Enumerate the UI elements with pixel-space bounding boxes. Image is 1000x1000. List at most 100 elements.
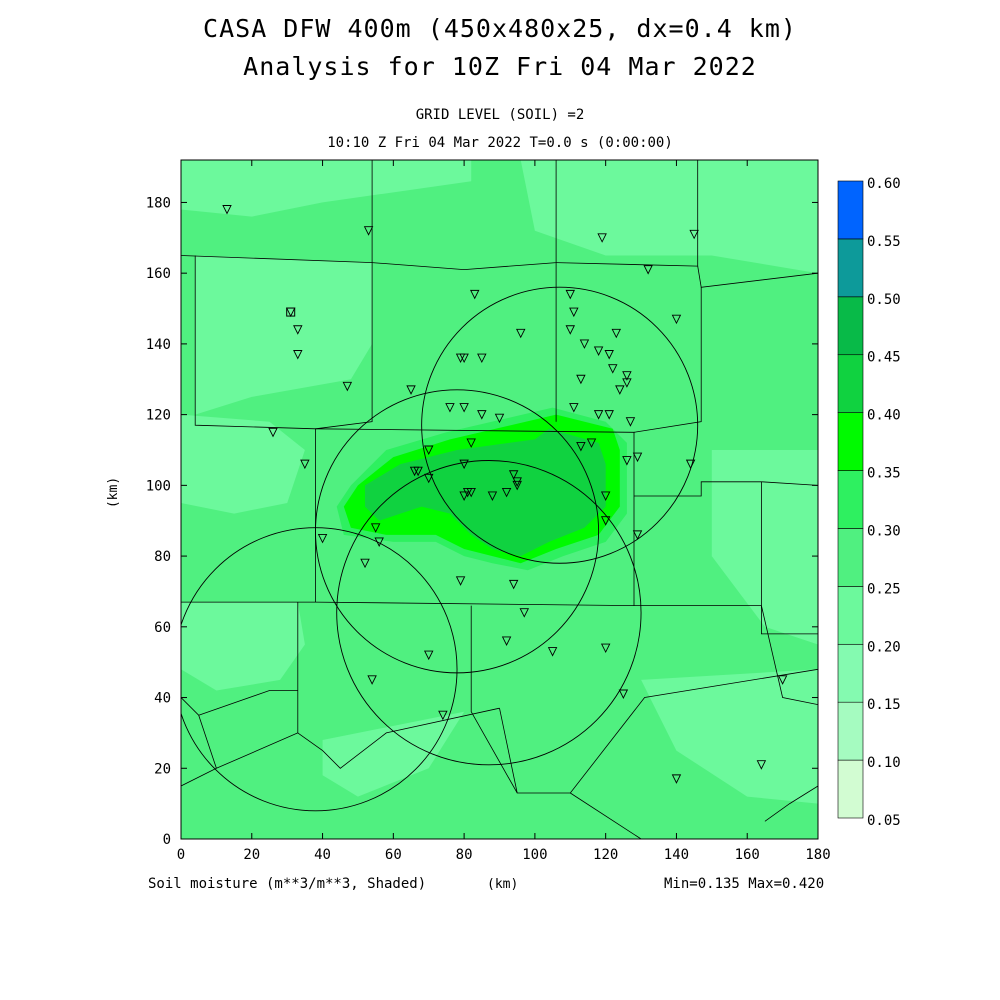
x-axis-label: (km): [487, 877, 519, 892]
y-tick-label: 100: [146, 478, 171, 494]
colorbar-swatch: [837, 759, 864, 819]
county-boundary: [634, 481, 818, 497]
min-max-readout: Min=0.135 Max=0.420: [664, 876, 825, 892]
colorbar-label: 0.15: [867, 697, 901, 713]
colorbar-label: 0.45: [867, 350, 901, 366]
field-description: Soil moisture (m**3/m**3, Shaded): [148, 876, 427, 892]
station-marker: [586, 438, 597, 448]
station-marker: [625, 417, 636, 427]
station-marker: [459, 353, 469, 364]
radar-range-ring: [336, 460, 642, 766]
colorbar-swatch: [837, 296, 864, 356]
plot-frame: [180, 159, 819, 840]
station-marker: [579, 339, 590, 349]
y-tick-label: 120: [146, 408, 171, 424]
station-marker: [268, 427, 278, 438]
station-marker: [608, 364, 618, 374]
station-marker: [477, 410, 487, 420]
station-marker: [370, 523, 381, 533]
station-marker: [293, 325, 303, 335]
station-marker: [600, 491, 611, 501]
shaded-region: [641, 669, 818, 804]
colorbar-label: 0.35: [867, 466, 901, 482]
station-marker: [671, 314, 682, 325]
county-boundary: [634, 605, 818, 705]
station-marker: [501, 636, 512, 646]
station-marker: [445, 403, 455, 413]
station-marker: [689, 229, 699, 240]
county-boundary: [764, 785, 818, 822]
station-marker: [363, 226, 374, 236]
station-marker: [342, 381, 353, 392]
station-marker: [494, 413, 505, 424]
station-marker: [512, 477, 522, 487]
shaded-region: [322, 711, 465, 797]
station-marker: [671, 774, 682, 784]
colorbar-label: 0.05: [867, 813, 901, 829]
county-boundary: [570, 792, 642, 839]
colorbar-label: 0.60: [867, 176, 901, 192]
station-marker: [501, 487, 512, 498]
x-tick-label: 60: [385, 847, 402, 863]
station-marker: [569, 307, 579, 318]
station-marker: [600, 516, 611, 526]
station-marker: [569, 403, 579, 413]
station-marker: [576, 374, 586, 385]
station-marker: [611, 328, 622, 339]
shaded-region: [365, 428, 606, 557]
radar-range-ring: [181, 527, 458, 812]
county-boundary: [499, 708, 518, 794]
station-marker: [360, 558, 370, 569]
county-boundary: [194, 255, 316, 603]
radar-range-ring: [421, 286, 699, 564]
y-tick-label: 40: [154, 691, 171, 707]
station-marker: [459, 403, 469, 413]
station-marker: [516, 328, 526, 339]
station-marker: [685, 459, 696, 470]
county-boundary: [181, 602, 299, 787]
station-marker: [459, 491, 469, 501]
station-marker: [756, 760, 767, 770]
x-tick-label: 160: [735, 847, 760, 863]
station-marker: [413, 466, 423, 477]
station-marker: [632, 530, 643, 540]
shaded-region: [711, 450, 818, 645]
station-marker: [469, 289, 480, 300]
x-tick-label: 0: [177, 847, 185, 863]
y-tick-label: 180: [146, 195, 171, 211]
station-marker: [615, 385, 625, 395]
x-tick-label: 80: [456, 847, 473, 863]
y-tick-label: 20: [154, 761, 171, 777]
station-marker: [618, 689, 629, 700]
station-marker: [622, 456, 632, 466]
station-marker: [777, 675, 788, 685]
chart-title-line-1: CASA DFW 400m (450x480x25, dx=0.4 km): [203, 14, 797, 43]
station-marker: [622, 371, 632, 381]
colorbar-label: 0.40: [867, 408, 901, 424]
county-boundary: [633, 287, 702, 433]
y-tick-label: 60: [154, 620, 171, 636]
chart-title-line-2: Analysis for 10Z Fri 04 Mar 2022: [243, 52, 757, 81]
station-marker: [593, 346, 604, 356]
station-marker: [374, 537, 384, 547]
station-marker: [632, 452, 643, 463]
station-marker: [423, 650, 434, 661]
colorbar-swatch: [837, 643, 864, 703]
station-marker: [300, 459, 310, 470]
station-marker: [519, 608, 530, 618]
station-marker: [508, 470, 519, 480]
x-tick-label: 180: [805, 847, 830, 863]
station-marker: [423, 445, 434, 455]
colorbar-label: 0.20: [867, 639, 901, 655]
colorbar-label: 0.30: [867, 523, 901, 539]
station-marker: [512, 480, 522, 491]
station-marker: [406, 385, 416, 395]
station-marker: [487, 491, 498, 501]
county-boundary: [297, 707, 500, 769]
station-marker: [622, 378, 632, 388]
county-boundary: [761, 481, 818, 635]
station-marker: [459, 459, 469, 470]
station-marker: [593, 410, 604, 420]
county-boundary: [198, 690, 298, 716]
